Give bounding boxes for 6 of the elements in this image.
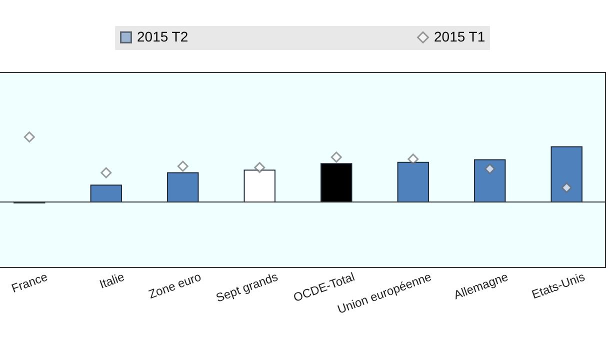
legend-label: 2015 T1 xyxy=(434,28,486,44)
x-tick-label: France xyxy=(10,270,50,296)
legend-label: 2015 T2 xyxy=(137,28,188,44)
x-tick-label: Zone euro xyxy=(146,270,204,302)
x-tick-label: Sept grands xyxy=(214,270,280,305)
x-tick-label: Italie xyxy=(98,270,127,292)
